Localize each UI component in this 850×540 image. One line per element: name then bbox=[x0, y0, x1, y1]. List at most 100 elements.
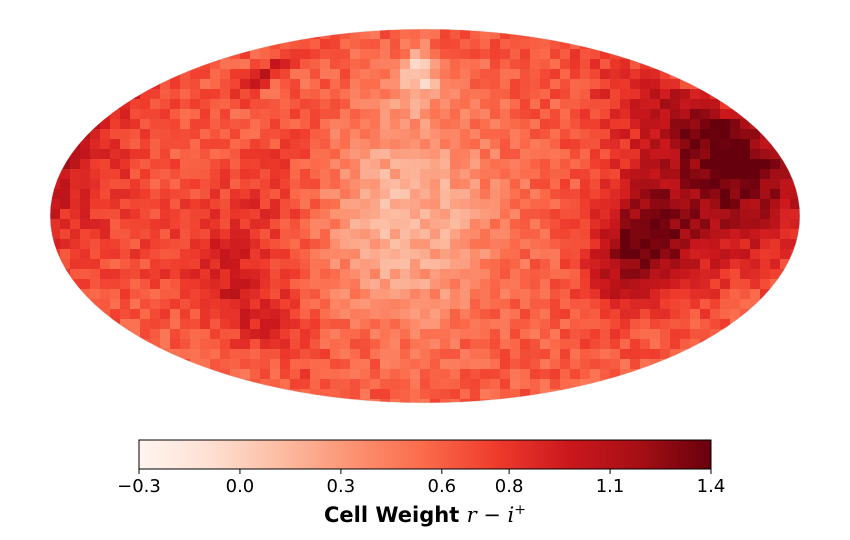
map-cell bbox=[380, 389, 391, 400]
map-cell bbox=[550, 129, 561, 140]
map-cell bbox=[470, 49, 481, 60]
map-cell bbox=[100, 129, 111, 140]
map-cell bbox=[360, 29, 371, 40]
map-cell bbox=[130, 179, 141, 190]
map-cell bbox=[760, 269, 771, 280]
map-cell bbox=[620, 119, 631, 130]
map-cell bbox=[160, 319, 171, 330]
map-cell bbox=[390, 179, 401, 190]
map-cell bbox=[340, 219, 351, 230]
map-cell bbox=[430, 339, 441, 350]
map-cell bbox=[630, 89, 641, 100]
map-cell bbox=[680, 129, 691, 140]
map-cell bbox=[230, 99, 241, 110]
map-cell bbox=[380, 369, 391, 380]
map-cell bbox=[720, 109, 731, 120]
map-cell bbox=[660, 129, 671, 140]
map-cell bbox=[200, 89, 211, 100]
map-cell bbox=[300, 209, 311, 220]
map-cell bbox=[100, 239, 111, 250]
map-cell bbox=[360, 139, 371, 150]
map-cell bbox=[280, 239, 291, 250]
map-cell bbox=[570, 379, 581, 390]
map-cell bbox=[170, 219, 181, 230]
map-cell bbox=[600, 149, 611, 160]
map-cell bbox=[590, 279, 601, 290]
map-cell bbox=[320, 229, 331, 240]
map-cell bbox=[260, 189, 271, 200]
map-cell bbox=[60, 249, 71, 260]
map-cell bbox=[560, 239, 571, 250]
map-cell bbox=[500, 49, 511, 60]
map-cell bbox=[570, 49, 581, 60]
map-cell bbox=[90, 309, 101, 320]
map-cell bbox=[580, 129, 591, 140]
map-cell bbox=[190, 109, 201, 120]
map-cell bbox=[450, 289, 461, 300]
map-cell bbox=[620, 329, 631, 340]
map-cell bbox=[510, 359, 521, 370]
map-cell bbox=[570, 39, 581, 50]
map-cell bbox=[760, 249, 771, 260]
map-cell bbox=[120, 269, 131, 280]
map-cell bbox=[110, 129, 121, 140]
map-cell bbox=[600, 59, 611, 70]
map-cell bbox=[440, 99, 451, 110]
map-cell bbox=[140, 129, 151, 140]
map-cell bbox=[190, 239, 201, 250]
map-cell bbox=[200, 99, 211, 110]
map-cell bbox=[630, 59, 641, 70]
map-cell bbox=[270, 199, 281, 210]
map-cell bbox=[280, 189, 291, 200]
map-cell bbox=[210, 239, 221, 250]
map-cell bbox=[160, 229, 171, 240]
map-cell bbox=[610, 329, 621, 340]
map-cell bbox=[640, 219, 651, 230]
map-cell bbox=[490, 199, 501, 210]
map-cell bbox=[720, 199, 731, 210]
map-cell bbox=[90, 299, 101, 310]
map-cell bbox=[470, 309, 481, 320]
map-cell bbox=[580, 179, 591, 190]
map-cell bbox=[340, 179, 351, 190]
map-cell bbox=[580, 109, 591, 120]
map-cell bbox=[190, 159, 201, 170]
map-cell bbox=[330, 259, 341, 270]
map-cell bbox=[600, 259, 611, 270]
map-cell bbox=[290, 249, 301, 260]
map-cell bbox=[410, 169, 421, 180]
map-cell bbox=[750, 139, 761, 150]
map-cell bbox=[510, 139, 521, 150]
map-cell bbox=[100, 219, 111, 230]
map-cell bbox=[690, 159, 701, 170]
map-cell bbox=[360, 339, 371, 350]
map-cell bbox=[570, 219, 581, 230]
map-cell bbox=[310, 259, 321, 270]
map-cell bbox=[220, 219, 231, 230]
map-cell bbox=[210, 299, 221, 310]
map-cell bbox=[450, 109, 461, 120]
map-cell bbox=[240, 229, 251, 240]
map-cell bbox=[400, 289, 411, 300]
map-cell bbox=[80, 159, 91, 170]
map-cell bbox=[240, 69, 251, 80]
map-cell bbox=[310, 389, 321, 400]
map-cell bbox=[670, 219, 681, 230]
map-cell bbox=[280, 309, 291, 320]
map-cell bbox=[320, 159, 331, 170]
map-cell bbox=[750, 279, 761, 290]
map-cell bbox=[230, 339, 241, 350]
map-cell bbox=[400, 229, 411, 240]
map-cell bbox=[350, 169, 361, 180]
map-cell bbox=[120, 179, 131, 190]
map-cell bbox=[290, 129, 301, 140]
map-cell bbox=[650, 109, 661, 120]
map-cell bbox=[400, 269, 411, 280]
map-cell bbox=[700, 229, 711, 240]
map-cell bbox=[620, 79, 631, 90]
map-cell bbox=[690, 209, 701, 220]
map-cell bbox=[250, 159, 261, 170]
map-cell bbox=[610, 59, 621, 70]
map-cell bbox=[650, 149, 661, 160]
map-cell bbox=[540, 369, 551, 380]
